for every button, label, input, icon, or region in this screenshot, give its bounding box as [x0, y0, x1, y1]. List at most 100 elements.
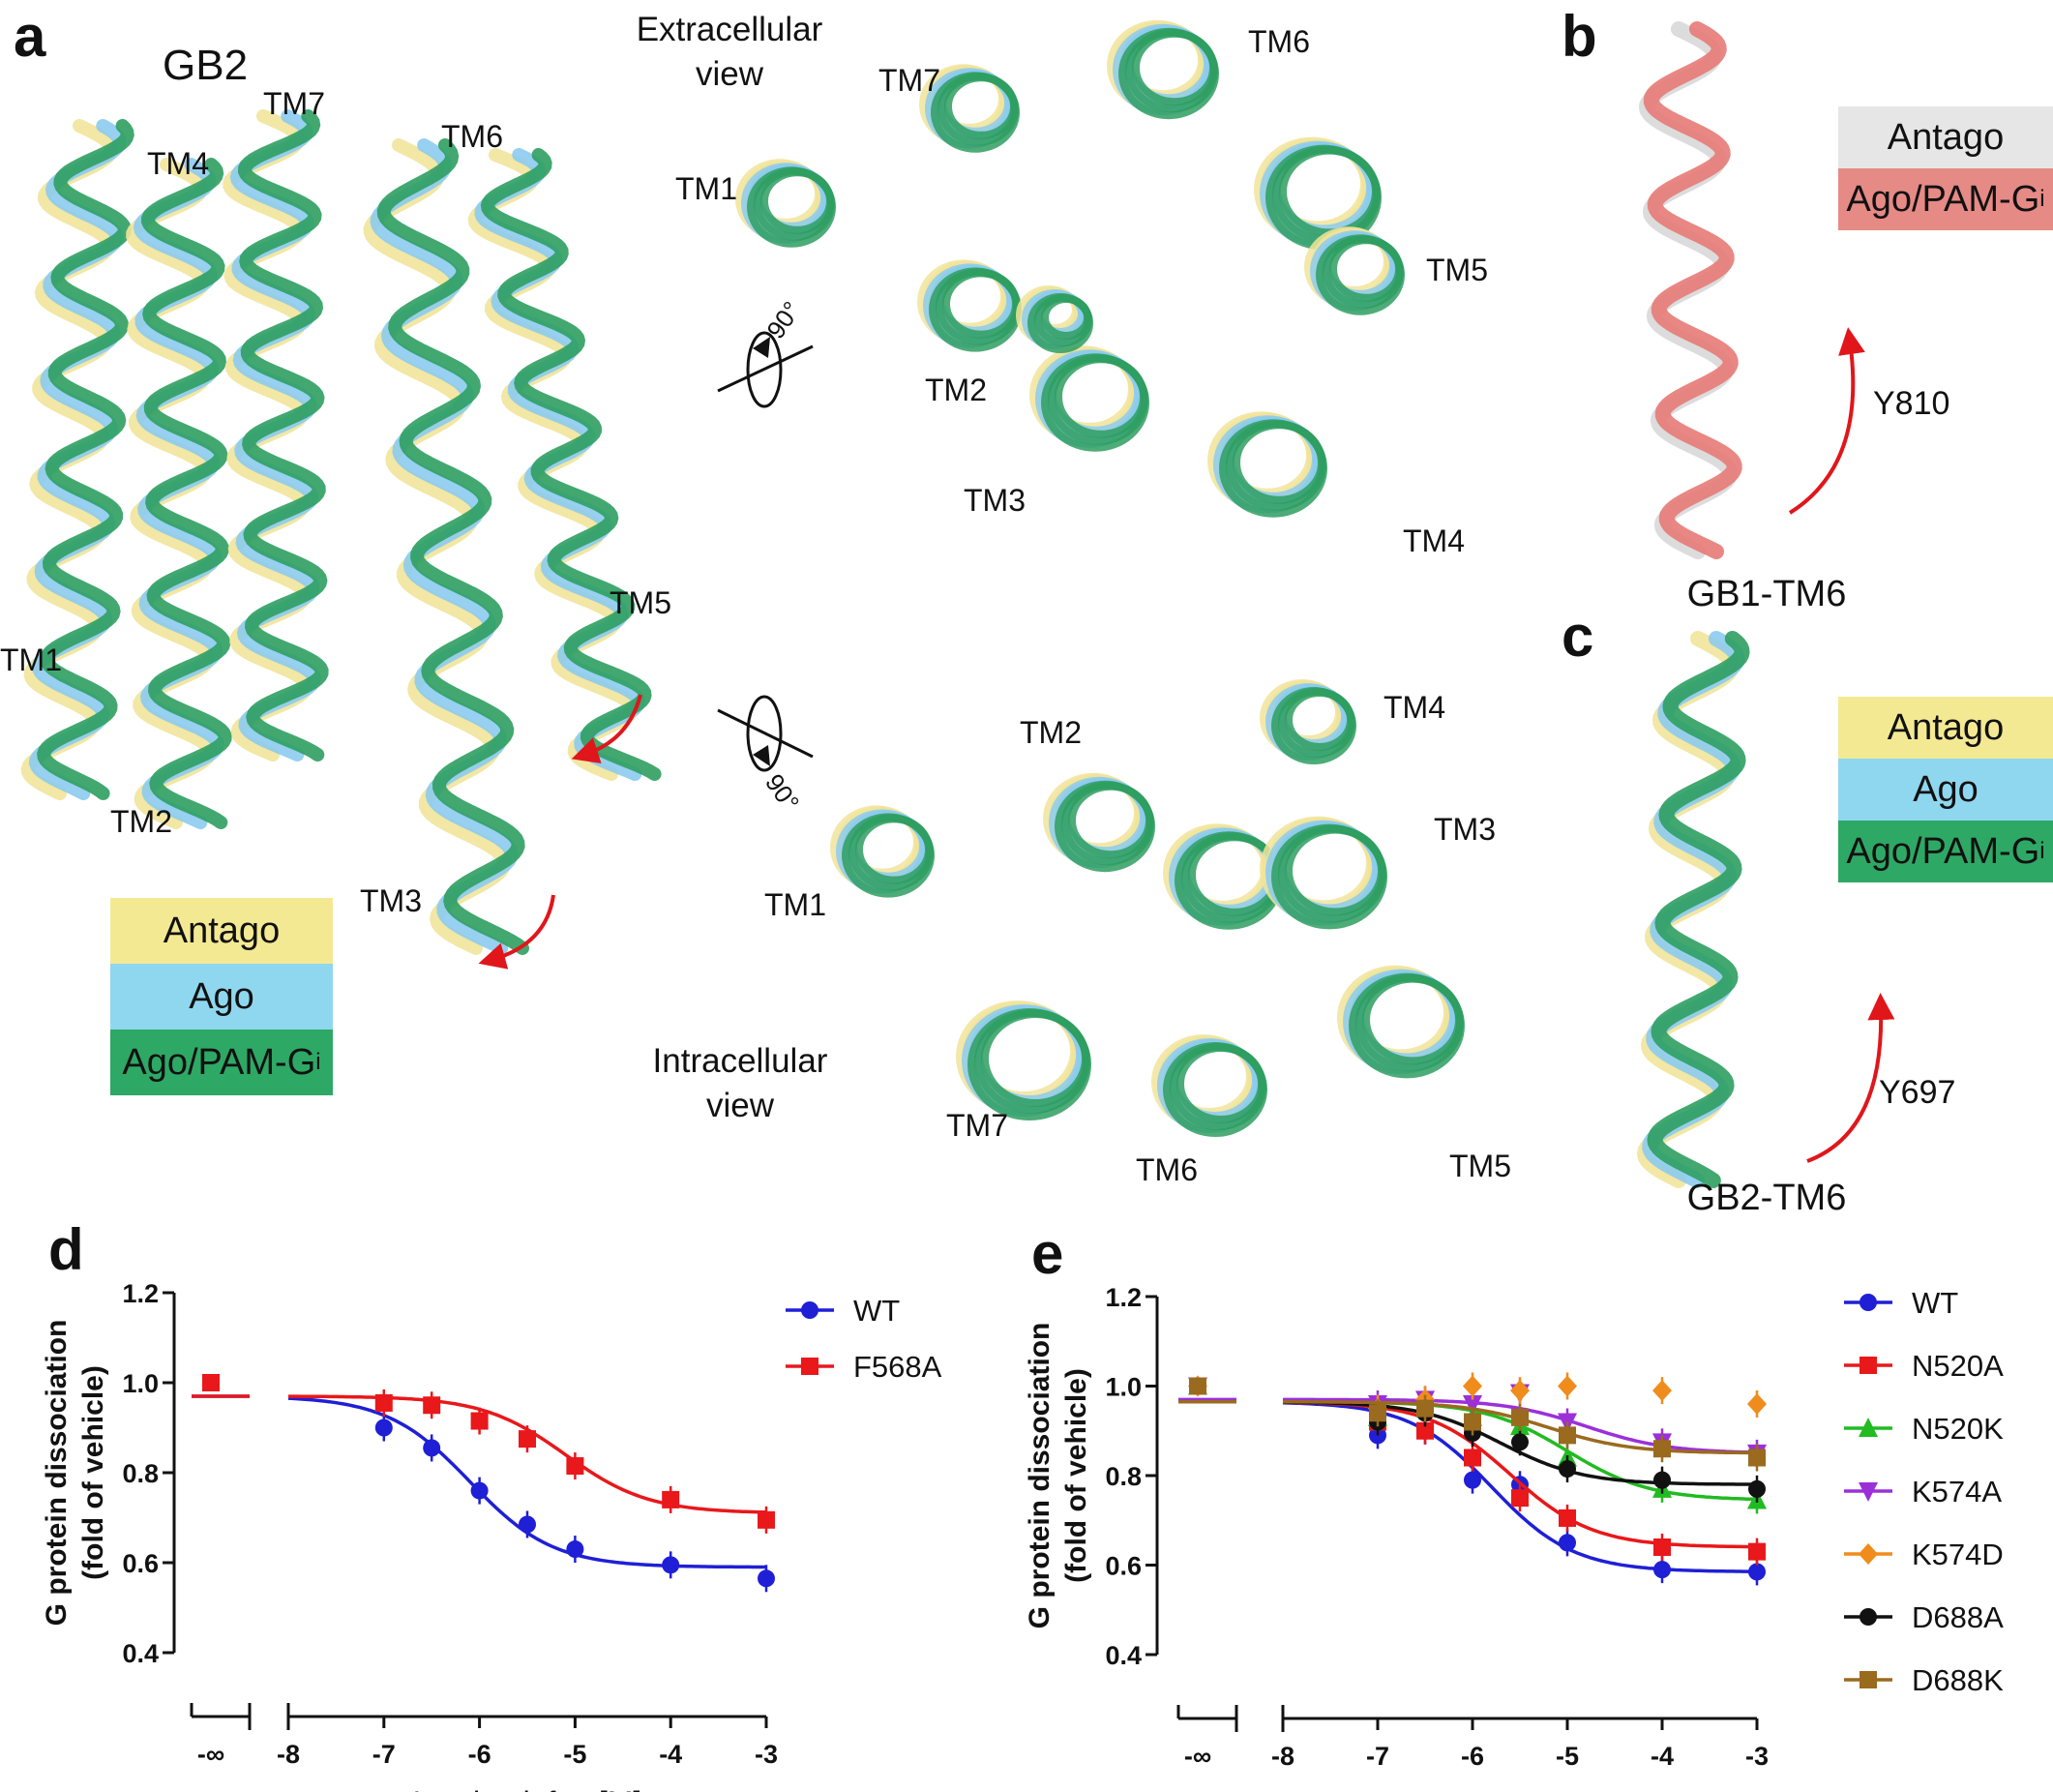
- data-point: [662, 1490, 680, 1508]
- data-point: [566, 1540, 584, 1559]
- data-point: [374, 1419, 393, 1437]
- side-arrow-tm6: [571, 694, 642, 763]
- series-d688k: [1178, 1377, 1766, 1472]
- data-point: [1511, 1408, 1529, 1426]
- side-label-tm6: TM6: [441, 119, 503, 154]
- x-tick-label: -8: [1271, 1742, 1294, 1771]
- x-tick-label: -4: [1651, 1742, 1674, 1771]
- data-point: [662, 1556, 680, 1574]
- legend-item-antago: Antago: [1838, 106, 2053, 168]
- series-wt: [192, 1374, 775, 1593]
- data-point: [1559, 1426, 1576, 1445]
- legend-label: WT: [1912, 1286, 1958, 1320]
- legend-label: K574A: [1912, 1475, 2002, 1508]
- panel-a-top-views: Extracellular view TM7 TM6 TM1 TM5 TM2 T…: [637, 11, 1511, 1187]
- side-view-helices: [20, 109, 662, 955]
- data-point: [1653, 1440, 1671, 1458]
- data-point: [1748, 1449, 1766, 1467]
- helix-ring: [944, 74, 1018, 139]
- int-label-tm4: TM4: [1384, 690, 1445, 725]
- panel-letter-d: d: [48, 1217, 84, 1282]
- legend-item-subscript: i: [315, 1049, 321, 1075]
- intracellular-label-view: view: [706, 1087, 775, 1124]
- y-tick-label: 1.2: [1105, 1283, 1142, 1312]
- legend-item-ago-pam-g: Ago/PAM-G i: [1838, 821, 2053, 882]
- x-tick-label: -5: [1556, 1742, 1579, 1771]
- data-point: [1652, 1380, 1672, 1402]
- helix-ring: [1055, 355, 1147, 438]
- x-tick-label: -6: [1461, 1742, 1484, 1771]
- helix-ring: [760, 168, 834, 234]
- data-point: [470, 1481, 489, 1500]
- y-tick-label: 0.4: [1105, 1641, 1142, 1670]
- gb2-title: GB2-TM6: [1687, 1178, 1847, 1218]
- extracellular-label: Extracellular: [637, 11, 823, 48]
- data-point: [1653, 1471, 1671, 1489]
- legend-item-ago-pam-g: Ago/PAM-G i: [110, 1030, 333, 1095]
- data-point: [1463, 1395, 1482, 1415]
- data-point: [1747, 1393, 1767, 1415]
- helix-ring: [1285, 689, 1354, 751]
- legend-label: N520A: [1912, 1349, 2004, 1383]
- ext-label-tm1: TM1: [675, 171, 737, 206]
- data-point: [1859, 1543, 1878, 1565]
- legend-panel-c: Antago Ago Ago/PAM-G i: [1838, 697, 2053, 882]
- helix-ring: [855, 815, 933, 884]
- legend-label: WT: [853, 1294, 900, 1328]
- extracellular-helix-rings: [735, 19, 1405, 518]
- helix-ring: [1329, 236, 1403, 302]
- int-label-tm6: TM6: [1136, 1152, 1198, 1187]
- legend-item-antago: Antago: [1838, 697, 2053, 759]
- y-tick-label: 0.4: [122, 1639, 159, 1668]
- int-label-tm1: TM1: [764, 887, 826, 922]
- helix-ring: [1362, 974, 1463, 1065]
- legend-item-ago: Ago: [110, 964, 333, 1030]
- y-tick-label: 0.6: [122, 1549, 159, 1578]
- legend-item-ago: Ago: [1838, 759, 2053, 821]
- panel-letter-a: a: [14, 4, 46, 69]
- data-point: [1511, 1489, 1529, 1508]
- data-point: [423, 1439, 441, 1457]
- data-point: [1558, 1375, 1577, 1397]
- legend-label: K574D: [1912, 1538, 2004, 1571]
- x-tick-label: -6: [468, 1740, 491, 1769]
- legend-item-subscript: i: [2039, 838, 2045, 864]
- legend-item-label: Antago: [1887, 706, 2005, 748]
- tm6-ribbon: [1643, 21, 1742, 559]
- ext-label-tm5: TM5: [1426, 253, 1488, 287]
- x-tick-label: -3: [1745, 1742, 1769, 1771]
- intracellular-helix-rings: [830, 679, 1465, 1137]
- legend-item-ago-pam-g: Ago/PAM-G i: [1838, 168, 2053, 230]
- legend-item-label: Ago: [189, 975, 254, 1017]
- helix-ring: [1132, 29, 1217, 106]
- side-label-tm3: TM3: [360, 883, 422, 918]
- data-point: [1559, 1460, 1576, 1478]
- helix-ring: [942, 269, 1020, 339]
- helix-ring: [1285, 825, 1385, 916]
- rotation-label-top: 90°: [760, 296, 806, 343]
- x-axis-label: Log baclofen [M]: [413, 1785, 642, 1792]
- side-arrow-tm3: [478, 894, 555, 970]
- data-point: [1416, 1421, 1434, 1440]
- data-point: [1510, 1380, 1530, 1402]
- data-point: [374, 1393, 393, 1412]
- legend-item-label: Ago/PAM-G: [1846, 830, 2040, 872]
- legend-item-label: Antago: [1887, 116, 2005, 158]
- y-tick-label: 0.8: [122, 1459, 159, 1488]
- extracellular-label-view: view: [696, 55, 764, 93]
- x-axis-label: Log baclofen [M]: [1406, 1787, 1635, 1792]
- data-point: [1653, 1538, 1671, 1556]
- helix-ring: [1176, 1044, 1265, 1123]
- legend-item-label: Ago/PAM-G: [122, 1041, 316, 1083]
- data-point: [470, 1412, 489, 1430]
- x-tick-label: -8: [277, 1740, 300, 1769]
- fit-curve: [1282, 1401, 1758, 1573]
- panel-b: b Y810 GB1-TM6 c: [1562, 4, 1949, 669]
- data-point: [1416, 1399, 1434, 1418]
- ext-label-tm2: TM2: [925, 373, 987, 407]
- gb2-arrow: [1806, 993, 1895, 1163]
- legend-item-antago: Antago: [110, 898, 333, 964]
- data-point: [1860, 1608, 1877, 1626]
- gb2-residue-label: Y697: [1879, 1074, 1955, 1111]
